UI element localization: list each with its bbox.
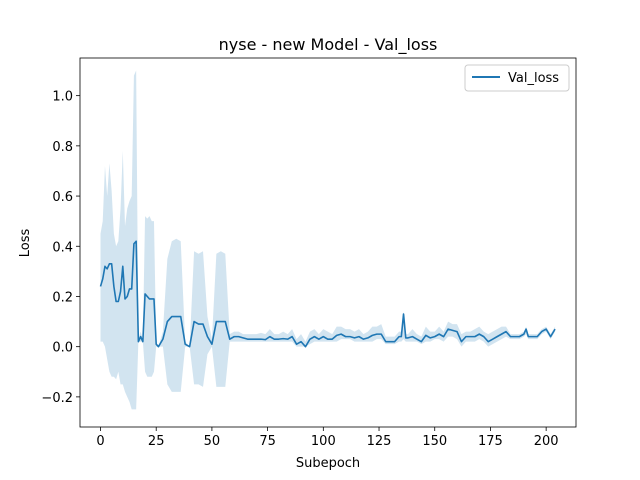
y-tick-label: 0.6 [52,190,73,205]
y-tick-label: 0.4 [52,240,73,255]
y-axis-label: Loss [18,229,33,258]
x-tick-label: 0 [96,434,104,449]
x-axis-ticks: 0 25 50 75 100 125 150 175 200 [96,427,559,449]
y-tick-label: 1.0 [52,90,73,105]
legend-entry-val-loss: Val_loss [508,71,559,86]
y-tick-label: 0.2 [52,290,73,305]
legend: Val_loss [464,64,570,92]
x-tick-label: 50 [204,434,221,449]
x-tick-label: 150 [422,434,447,449]
chart-title: nyse - new Model - Val_loss [219,35,438,55]
x-tick-label: 175 [478,434,503,449]
series-line [99,240,556,348]
x-axis-label: Subepoch [296,456,360,471]
y-tick-label: 0.8 [52,140,73,155]
x-tick-label: 125 [367,434,392,449]
y-axis-ticks: −0.2 0.0 0.2 0.4 0.6 0.8 1.0 [41,90,80,406]
x-tick-label: 75 [259,434,276,449]
plot-frame [79,57,577,428]
x-tick-label: 25 [148,434,165,449]
y-tick-label: 0.0 [52,341,73,356]
x-tick-label: 200 [534,434,559,449]
legend-box [464,64,570,92]
x-tick-label: 100 [311,434,336,449]
val-loss-band [100,70,556,410]
y-tick-label: −0.2 [41,391,73,406]
val-loss-line [99,240,556,348]
confidence-band [100,70,556,410]
